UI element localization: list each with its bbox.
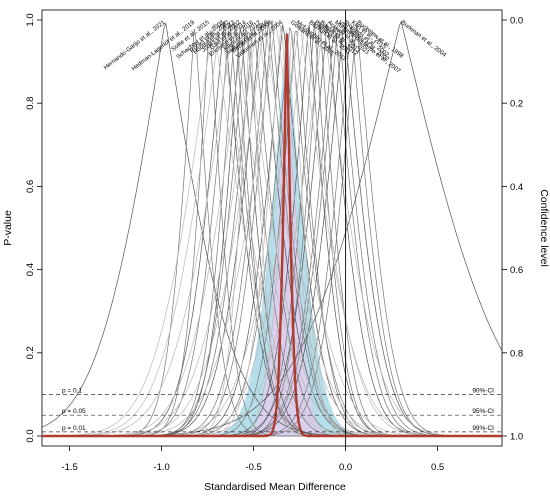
y-tick-label: 0.0 bbox=[25, 429, 36, 442]
pooled-estimate-curve bbox=[42, 33, 502, 438]
x-tick-label: -1.0 bbox=[153, 462, 169, 473]
y2-tick-label: 0.8 bbox=[510, 348, 523, 359]
reference-line-right-label: 99%-CI bbox=[472, 425, 494, 432]
y-tick-label: 0.8 bbox=[25, 97, 36, 110]
x-tick-label: 0.0 bbox=[339, 462, 352, 473]
x-axis-title: Standardised Mean Difference bbox=[204, 481, 346, 493]
y2-tick-label: 1.0 bbox=[510, 432, 523, 443]
plot-area: p = 0.1 90%-CI p = 0.05 95%-CI p = 0.01 99%-C… bbox=[25, 9, 523, 473]
x-tick-label: -0.5 bbox=[245, 462, 261, 473]
study-label: Hedman-Lagerlöf et al., 2019 bbox=[131, 19, 196, 72]
y2-tick-label: 0.0 bbox=[510, 16, 523, 27]
y-tick-label: 0.6 bbox=[25, 180, 36, 193]
reference-line-left-label: p = 0.1 bbox=[62, 387, 82, 394]
y-tick-label: 0.2 bbox=[25, 346, 36, 359]
y2-tick-label: 0.6 bbox=[510, 265, 523, 276]
prediction-band-area bbox=[42, 27, 502, 436]
y2-tick-label: 0.2 bbox=[510, 99, 523, 110]
x-tick-label: 0.5 bbox=[431, 462, 444, 473]
reference-line-right-label: 95%-CI bbox=[472, 408, 494, 415]
y2-tick-label: 0.4 bbox=[510, 182, 523, 193]
y2-axis-title: Confidence level bbox=[538, 189, 550, 267]
y-tick-label: 0.4 bbox=[25, 263, 36, 276]
x-tick-label: -1.5 bbox=[61, 462, 77, 473]
plot-frame bbox=[41, 9, 503, 447]
y-axis-title: P-value bbox=[2, 210, 14, 246]
reference-line-left-label: p = 0.01 bbox=[62, 425, 86, 432]
reference-line-right-label: 90%-CI bbox=[472, 387, 494, 394]
y-tick-label: 1.0 bbox=[25, 13, 36, 26]
study-label: Burkman et al., 2004 bbox=[400, 20, 448, 59]
reference-line-left-label: p = 0.05 bbox=[62, 408, 86, 415]
